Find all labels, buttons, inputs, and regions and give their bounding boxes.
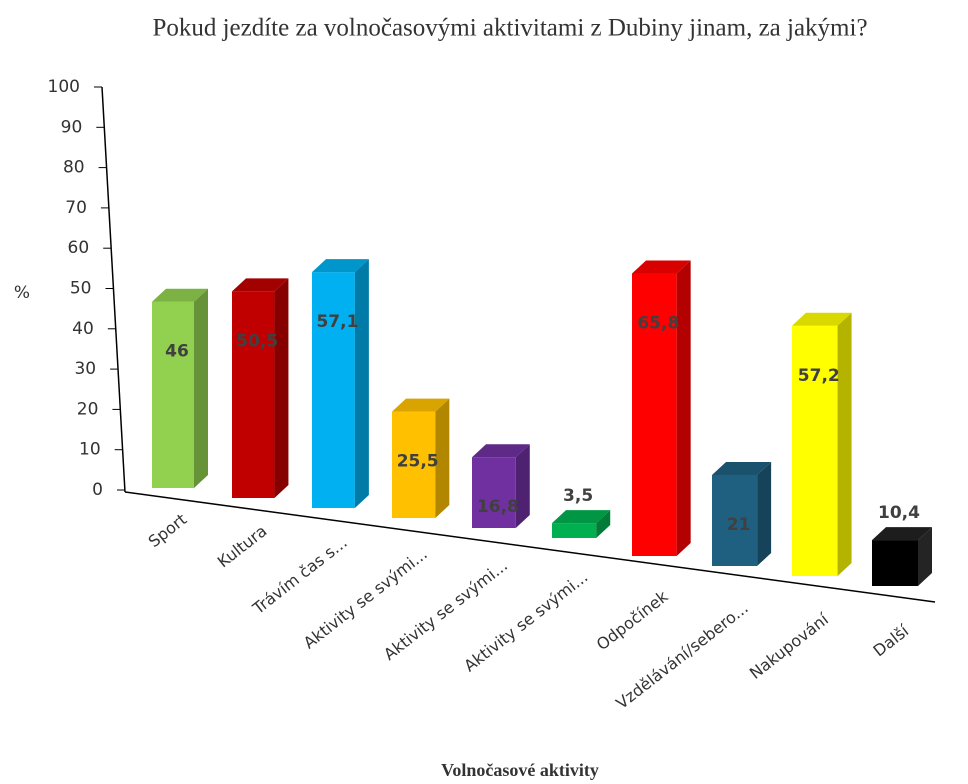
bar-side [194, 288, 208, 488]
bar-top [312, 259, 369, 273]
y-tick-label: 40 [72, 319, 94, 339]
bar-top [552, 510, 611, 524]
bar-top [392, 398, 450, 412]
y-axis-label: % [14, 283, 30, 303]
bar-side [354, 259, 369, 508]
chart-title: Pokud jezdíte za volnočasovými aktivitam… [152, 15, 867, 42]
x-tick-label: Kultura [214, 521, 271, 571]
x-axis [124, 491, 936, 603]
y-tick-label: 90 [61, 117, 83, 137]
x-tick-label: Trávím čas s... [248, 533, 350, 619]
x-tick-label: Další [870, 621, 913, 661]
value-label: 57,1 [316, 312, 358, 332]
bar-side [918, 527, 932, 586]
bar-front [472, 457, 516, 528]
bar-side [757, 461, 772, 566]
bar-top [472, 444, 530, 458]
value-label: 46 [165, 342, 189, 362]
bar-side [435, 398, 450, 518]
bar-top [712, 461, 772, 475]
bar-top [232, 278, 289, 292]
value-label: 3,5 [563, 486, 593, 506]
bar-front [552, 523, 597, 538]
bar-top [152, 288, 208, 302]
bar-front [792, 325, 838, 576]
bar-front [312, 272, 355, 508]
y-tick-label: 60 [68, 238, 90, 258]
y-tick-label: 10 [79, 440, 101, 460]
value-label: 65,8 [637, 314, 679, 334]
value-label: 25,5 [397, 452, 439, 472]
value-label: 16,8 [477, 497, 519, 517]
value-label: 50,5 [236, 331, 278, 351]
bar-side [515, 444, 530, 528]
bar-side [274, 278, 289, 498]
bar-front [872, 540, 918, 586]
bar-front [632, 273, 677, 556]
bar-front [712, 474, 758, 566]
bar-side [596, 510, 611, 538]
bar-side [676, 260, 691, 556]
y-tick-label: 100 [48, 77, 80, 97]
y-axis [101, 86, 126, 493]
x-axis-label: Volnočasové aktivity [441, 760, 599, 780]
bar-front [232, 291, 275, 498]
bar-front [152, 301, 194, 488]
y-tick-label: 50 [70, 279, 92, 299]
bar-top [792, 312, 852, 326]
value-label: 10,4 [878, 503, 920, 523]
bar-top [872, 527, 932, 541]
bar-front [392, 411, 436, 518]
y-tick-label: 70 [65, 198, 87, 218]
y-tick-label: 80 [63, 158, 85, 178]
y-tick-label: 20 [77, 399, 99, 419]
bar-top [632, 260, 691, 274]
bar-side [837, 312, 852, 576]
y-tick-label: 30 [74, 359, 96, 379]
y-tick-label: 0 [92, 480, 103, 500]
x-tick-label: Nakupování [746, 609, 833, 682]
x-tick-label: Odpočínek [593, 586, 672, 654]
value-label: 57,2 [798, 366, 840, 386]
value-label: 21 [727, 515, 751, 535]
x-tick-label: Sport [145, 510, 191, 551]
